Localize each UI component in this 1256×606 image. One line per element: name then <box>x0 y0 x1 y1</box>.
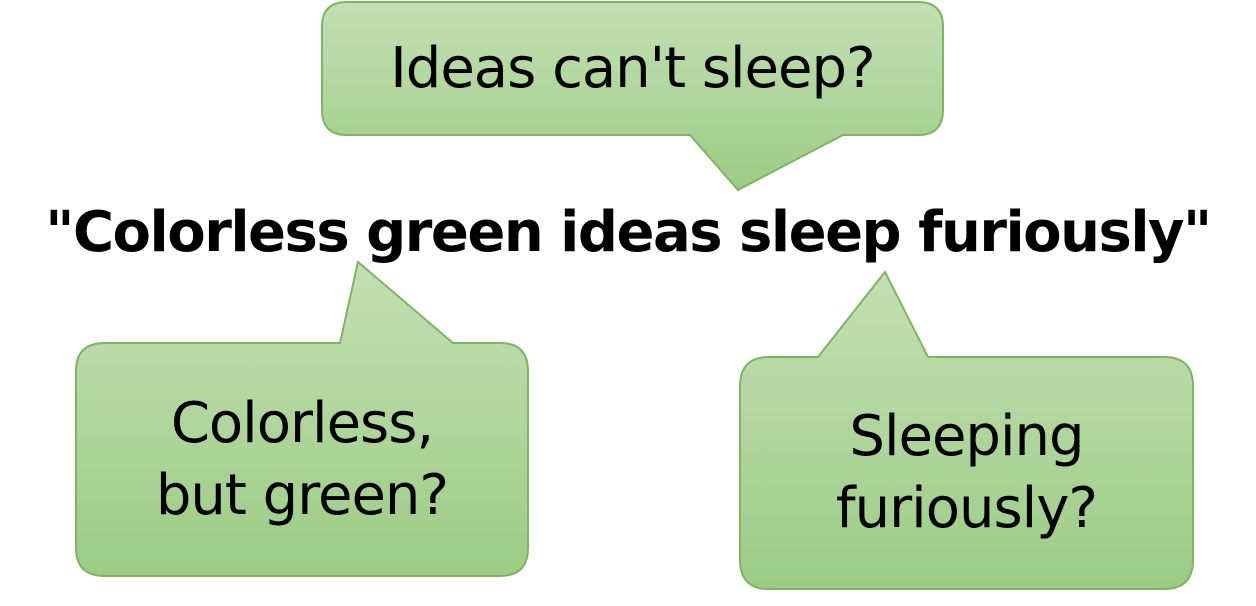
right-bubble-line-1: Sleeping <box>849 404 1084 470</box>
top-bubble-line-1: Ideas can't sleep? <box>390 35 875 101</box>
right-bubble-line-2: furiously? <box>835 476 1098 541</box>
right-speech-bubble <box>739 270 1194 590</box>
top-speech-bubble <box>321 1 944 192</box>
left-bubble-line-2: but green? <box>155 462 449 528</box>
left-speech-bubble <box>75 260 529 577</box>
right-bubble-text: Sleeping furiously? <box>740 357 1193 589</box>
top-bubble-text: Ideas can't sleep? <box>322 2 943 135</box>
left-bubble-line-1: Colorless, <box>170 390 434 456</box>
left-bubble-text: Colorless, but green? <box>76 343 528 576</box>
main-sentence: "Colorless green ideas sleep furiously" <box>45 199 1212 265</box>
